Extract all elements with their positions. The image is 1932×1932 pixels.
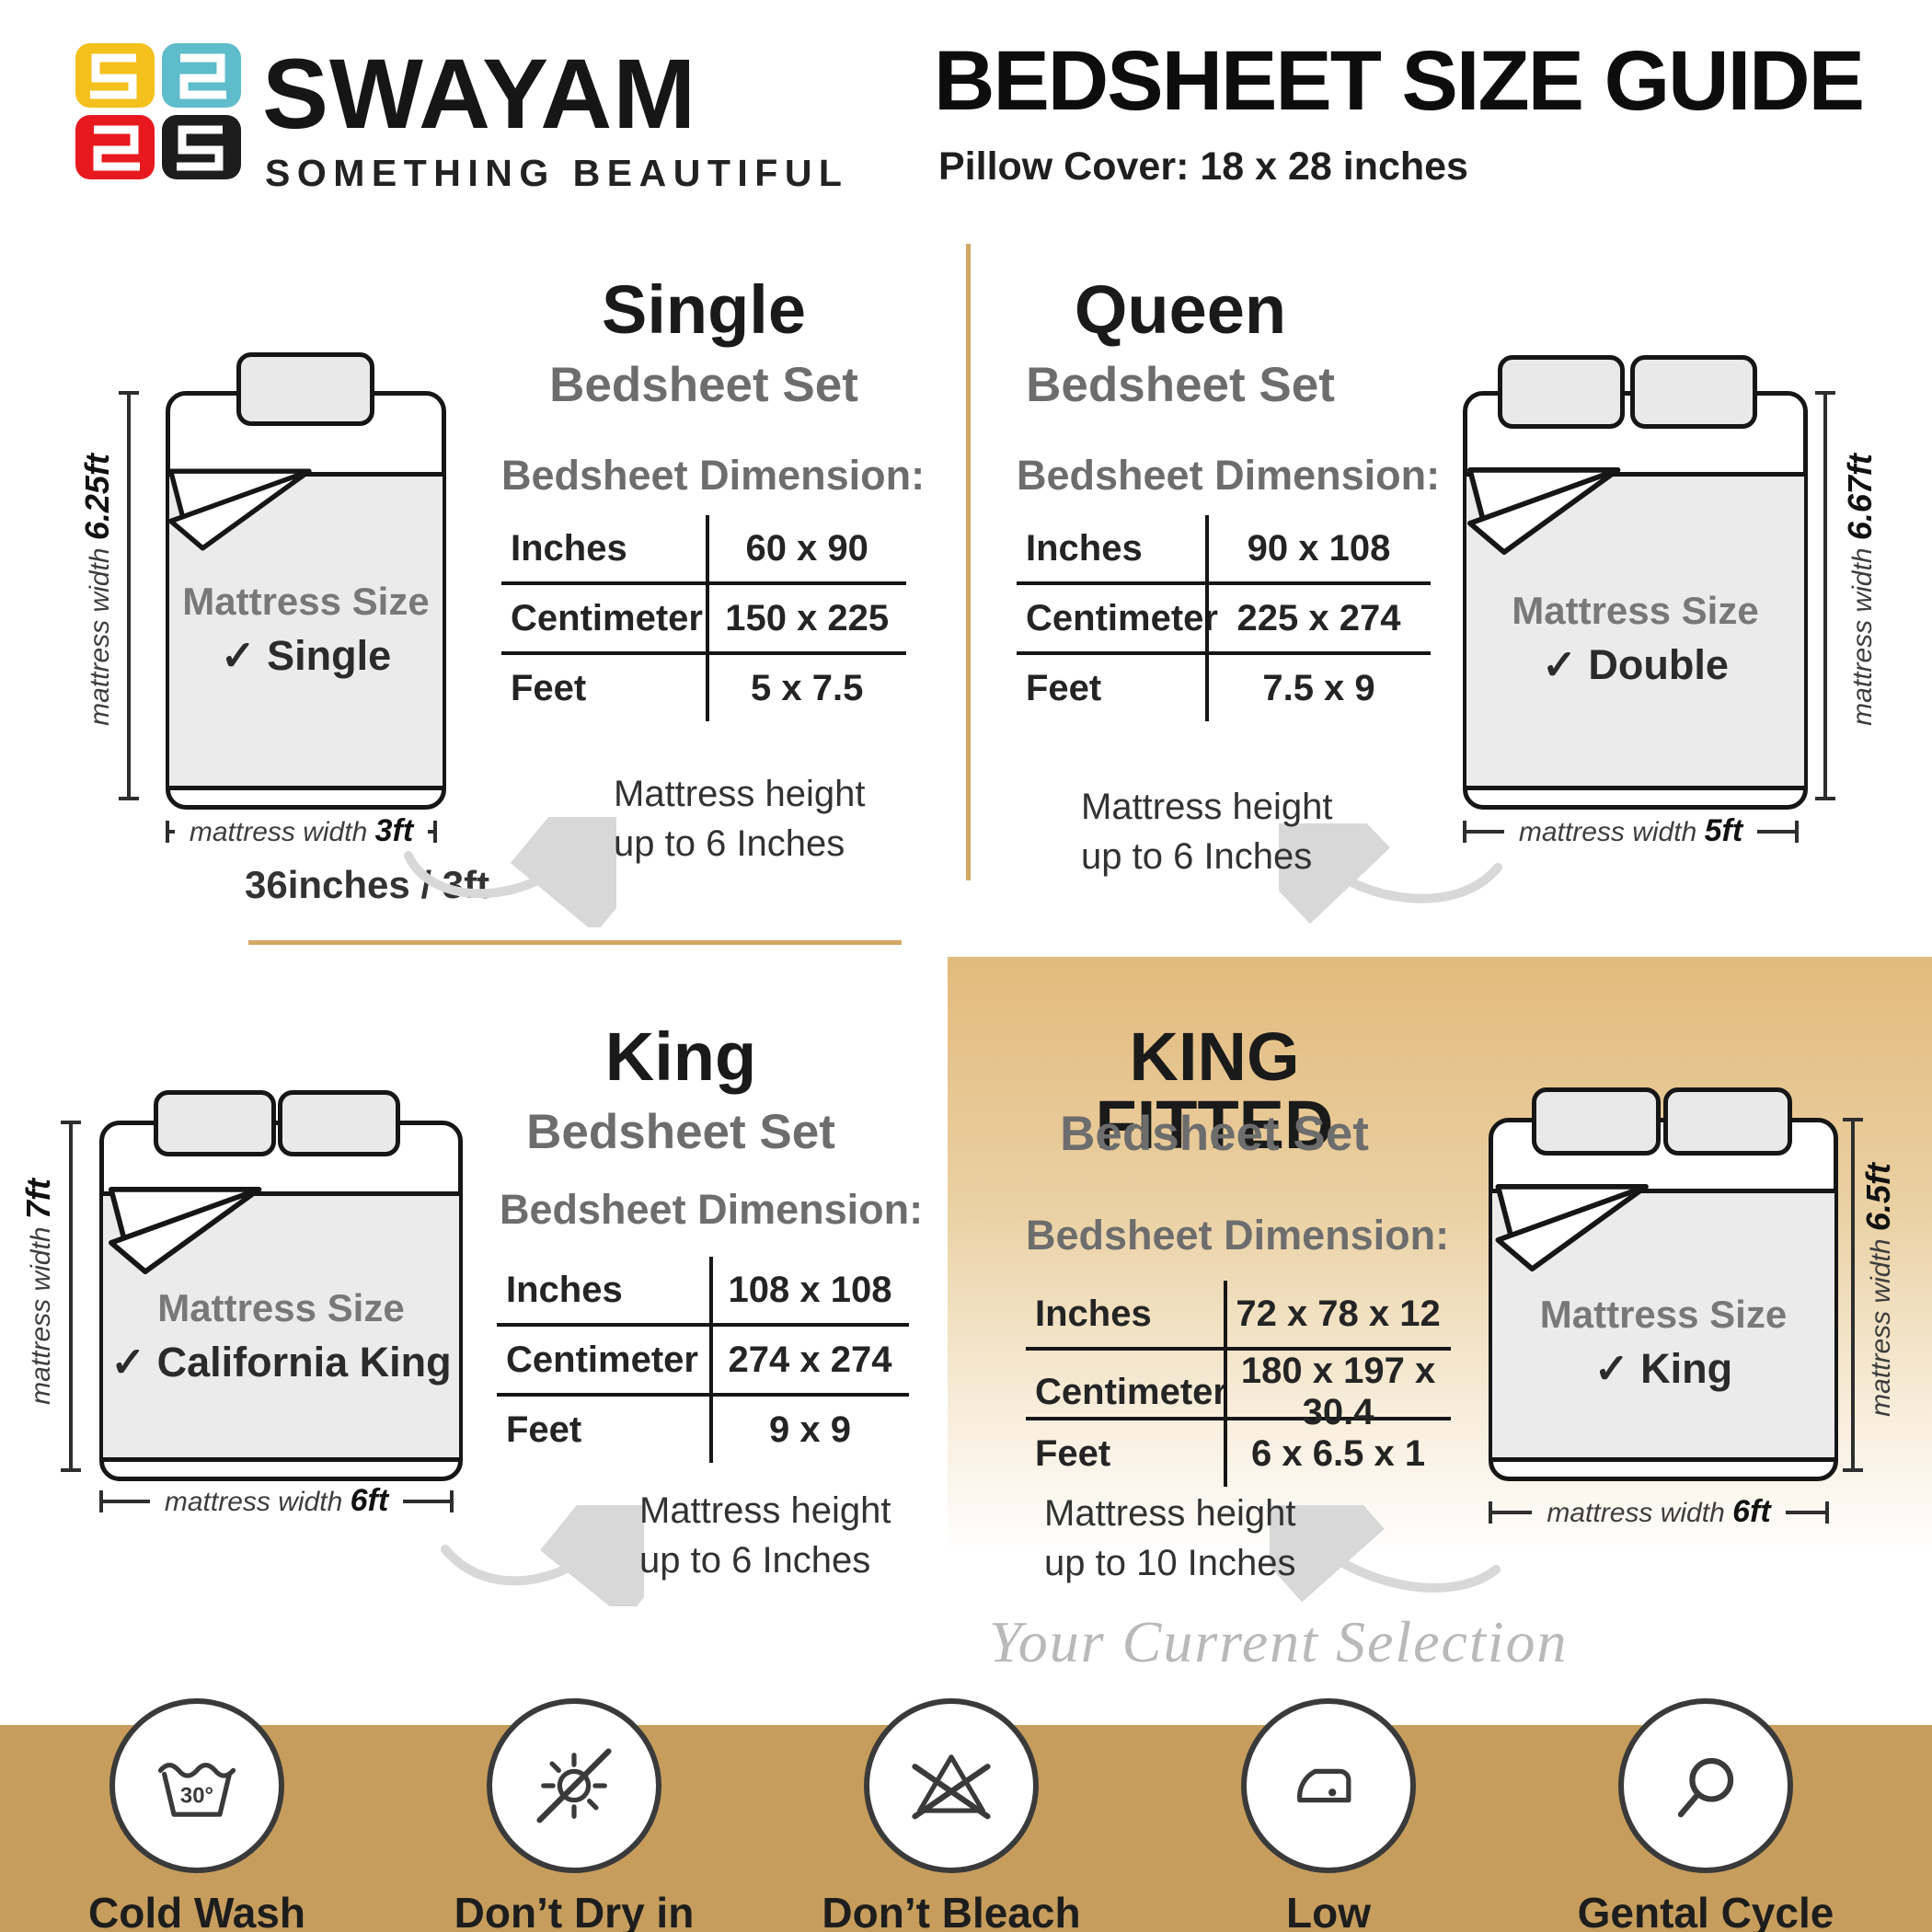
table-row: Centimeter 150 x 225	[501, 581, 906, 651]
mattress-height-note: Mattress height up to 6 Inches	[1081, 787, 1333, 877]
section-title-king: King	[604, 1018, 757, 1095]
mattress-height-note: Mattress height up to 10 Inches	[1044, 1493, 1296, 1583]
bottom-width-dimension: mattress width 3ft	[166, 813, 438, 849]
side-width-label: mattress width 6.5ft	[1859, 1163, 1897, 1417]
bottom-width-dimension: mattress width 6ft	[1489, 1494, 1830, 1530]
curved-arrow-icon	[441, 1505, 644, 1606]
brand-name: SWAYAM	[262, 38, 697, 149]
height-dimension-line	[1815, 391, 1835, 800]
table-row: Inches 72 x 78 x 12	[1035, 1293, 1441, 1334]
side-width-label: mattress width 6.25ft	[78, 454, 116, 726]
pillow	[154, 1090, 276, 1156]
current-selection-label: Your Current Selection	[989, 1609, 1569, 1674]
dimension-heading: Bedsheet Dimension:	[501, 452, 926, 499]
svg-text:30°: 30°	[180, 1784, 213, 1809]
table-row: Inches 90 x 108	[1026, 527, 1391, 569]
height-dimension-line	[61, 1121, 81, 1472]
check-icon: ✓	[1542, 641, 1577, 688]
dimension-heading: Bedsheet Dimension:	[1017, 452, 1441, 499]
check-icon: ✓	[110, 1339, 146, 1386]
section-title-single: Single	[601, 271, 807, 348]
pillow	[1630, 355, 1757, 429]
care-item-cold-wash: 30° Cold Wash	[50, 1698, 344, 1932]
no-sun-dry-icon	[487, 1698, 661, 1873]
table-row: Feet 7.5 x 9	[1017, 651, 1431, 721]
table-row: Centimeter 274 x 274	[497, 1323, 909, 1393]
table-row: Feet 9 x 9	[497, 1393, 909, 1463]
care-item-low-temperature: Low Temprature	[1181, 1698, 1476, 1932]
side-width-label: mattress width 7ft	[19, 1179, 57, 1405]
dimension-heading: Bedsheet Dimension:	[1026, 1212, 1450, 1259]
gentle-cycle-icon	[1618, 1698, 1793, 1873]
pillow	[1498, 355, 1625, 429]
no-bleach-icon	[864, 1698, 1039, 1873]
mattress-height-note: Mattress height up to 6 Inches	[639, 1490, 891, 1581]
mattress-height-note: Mattress height up to 6 Inches	[614, 774, 866, 864]
care-item-gentle-cycle: Gental Cycle	[1558, 1698, 1853, 1932]
pillow	[236, 352, 374, 426]
mattress-size-block: Mattress Size ✓ Single	[182, 580, 430, 679]
bottom-width-dimension: mattress width 5ft	[1463, 813, 1800, 849]
bed-diagram-queen: Mattress Size ✓ Double	[1463, 355, 1808, 810]
mattress-size-block: Mattress Size ✓ Double	[1512, 589, 1759, 688]
section-subtitle: Bedsheet Set	[1026, 358, 1335, 412]
section-title-king-fitted: KING FITTED	[1095, 1018, 1334, 1163]
dimension-table-single: Inches 60 x 90 Centimeter 150 x 225 Feet…	[501, 515, 906, 721]
table-row: Inches 108 x 108	[506, 1269, 892, 1310]
check-icon: ✓	[220, 632, 256, 679]
check-icon: ✓	[1593, 1345, 1629, 1392]
bed-diagram-king: Mattress Size ✓ California King	[99, 1090, 463, 1481]
table-row: Centimeter 180 x 197 x 30.4	[1026, 1347, 1451, 1432]
curved-arrow-icon	[1270, 1505, 1501, 1606]
table-row: Inches 60 x 90	[511, 527, 868, 569]
curved-arrow-icon	[404, 817, 616, 927]
pillow	[1532, 1087, 1661, 1156]
sheet-fold	[1467, 467, 1621, 555]
dimension-table-king: Inches 108 x 108 Centimeter 274 x 274 Fe…	[497, 1257, 909, 1463]
cold-wash-icon: 30°	[109, 1698, 284, 1873]
section-subtitle: Bedsheet Set	[526, 1105, 835, 1159]
horizontal-divider	[248, 940, 902, 945]
brand-tagline: SOMETHING BEAUTIFUL	[265, 152, 849, 194]
dimension-table-queen: Inches 90 x 108 Centimeter 225 x 274 Fee…	[1017, 515, 1431, 721]
low-temperature-icon	[1241, 1698, 1416, 1873]
table-row: Feet 6 x 6.5 x 1	[1026, 1417, 1451, 1487]
table-row: Feet 5 x 7.5	[501, 651, 906, 721]
sheet-fold	[1495, 1184, 1649, 1271]
page-title: BEDSHEET SIZE GUIDE	[934, 34, 1865, 128]
mattress-size-block: Mattress Size ✓ King	[1539, 1293, 1788, 1392]
care-item-no-sun-dry: Don’t Dry in Sun	[427, 1698, 721, 1932]
pillow	[1663, 1087, 1792, 1156]
height-dimension-line	[119, 391, 139, 800]
sheet-fold	[168, 468, 312, 551]
care-item-no-bleach: Don’t Bleach	[804, 1698, 1098, 1932]
mattress-size-block: Mattress Size ✓ California King	[110, 1286, 452, 1386]
sheet-fold	[109, 1187, 262, 1274]
section-subtitle: Bedsheet Set	[549, 358, 858, 412]
dimension-table-king-fitted: Inches 72 x 78 x 12 Centimeter 180 x 197…	[1026, 1281, 1451, 1487]
pillow	[278, 1090, 400, 1156]
curved-arrow-icon	[1279, 823, 1502, 925]
pillow-cover-note: Pillow Cover: 18 x 28 inches	[938, 144, 1468, 189]
table-row: Centimeter 225 x 274	[1017, 581, 1431, 651]
bed-diagram-single: Mattress Size ✓ Single	[166, 352, 446, 810]
brand-logo-icon	[75, 43, 241, 179]
height-dimension-line	[1843, 1118, 1863, 1472]
section-subtitle: Bedsheet Set	[1060, 1107, 1369, 1161]
bed-diagram-king-fitted: Mattress Size ✓ King	[1489, 1087, 1838, 1481]
vertical-divider	[966, 244, 971, 880]
dimension-heading: Bedsheet Dimension:	[500, 1186, 924, 1233]
side-width-label: mattress width 6.67ft	[1841, 454, 1879, 726]
section-title-queen: Queen	[1074, 271, 1287, 348]
bottom-width-dimension: mattress width 6ft	[99, 1483, 454, 1519]
